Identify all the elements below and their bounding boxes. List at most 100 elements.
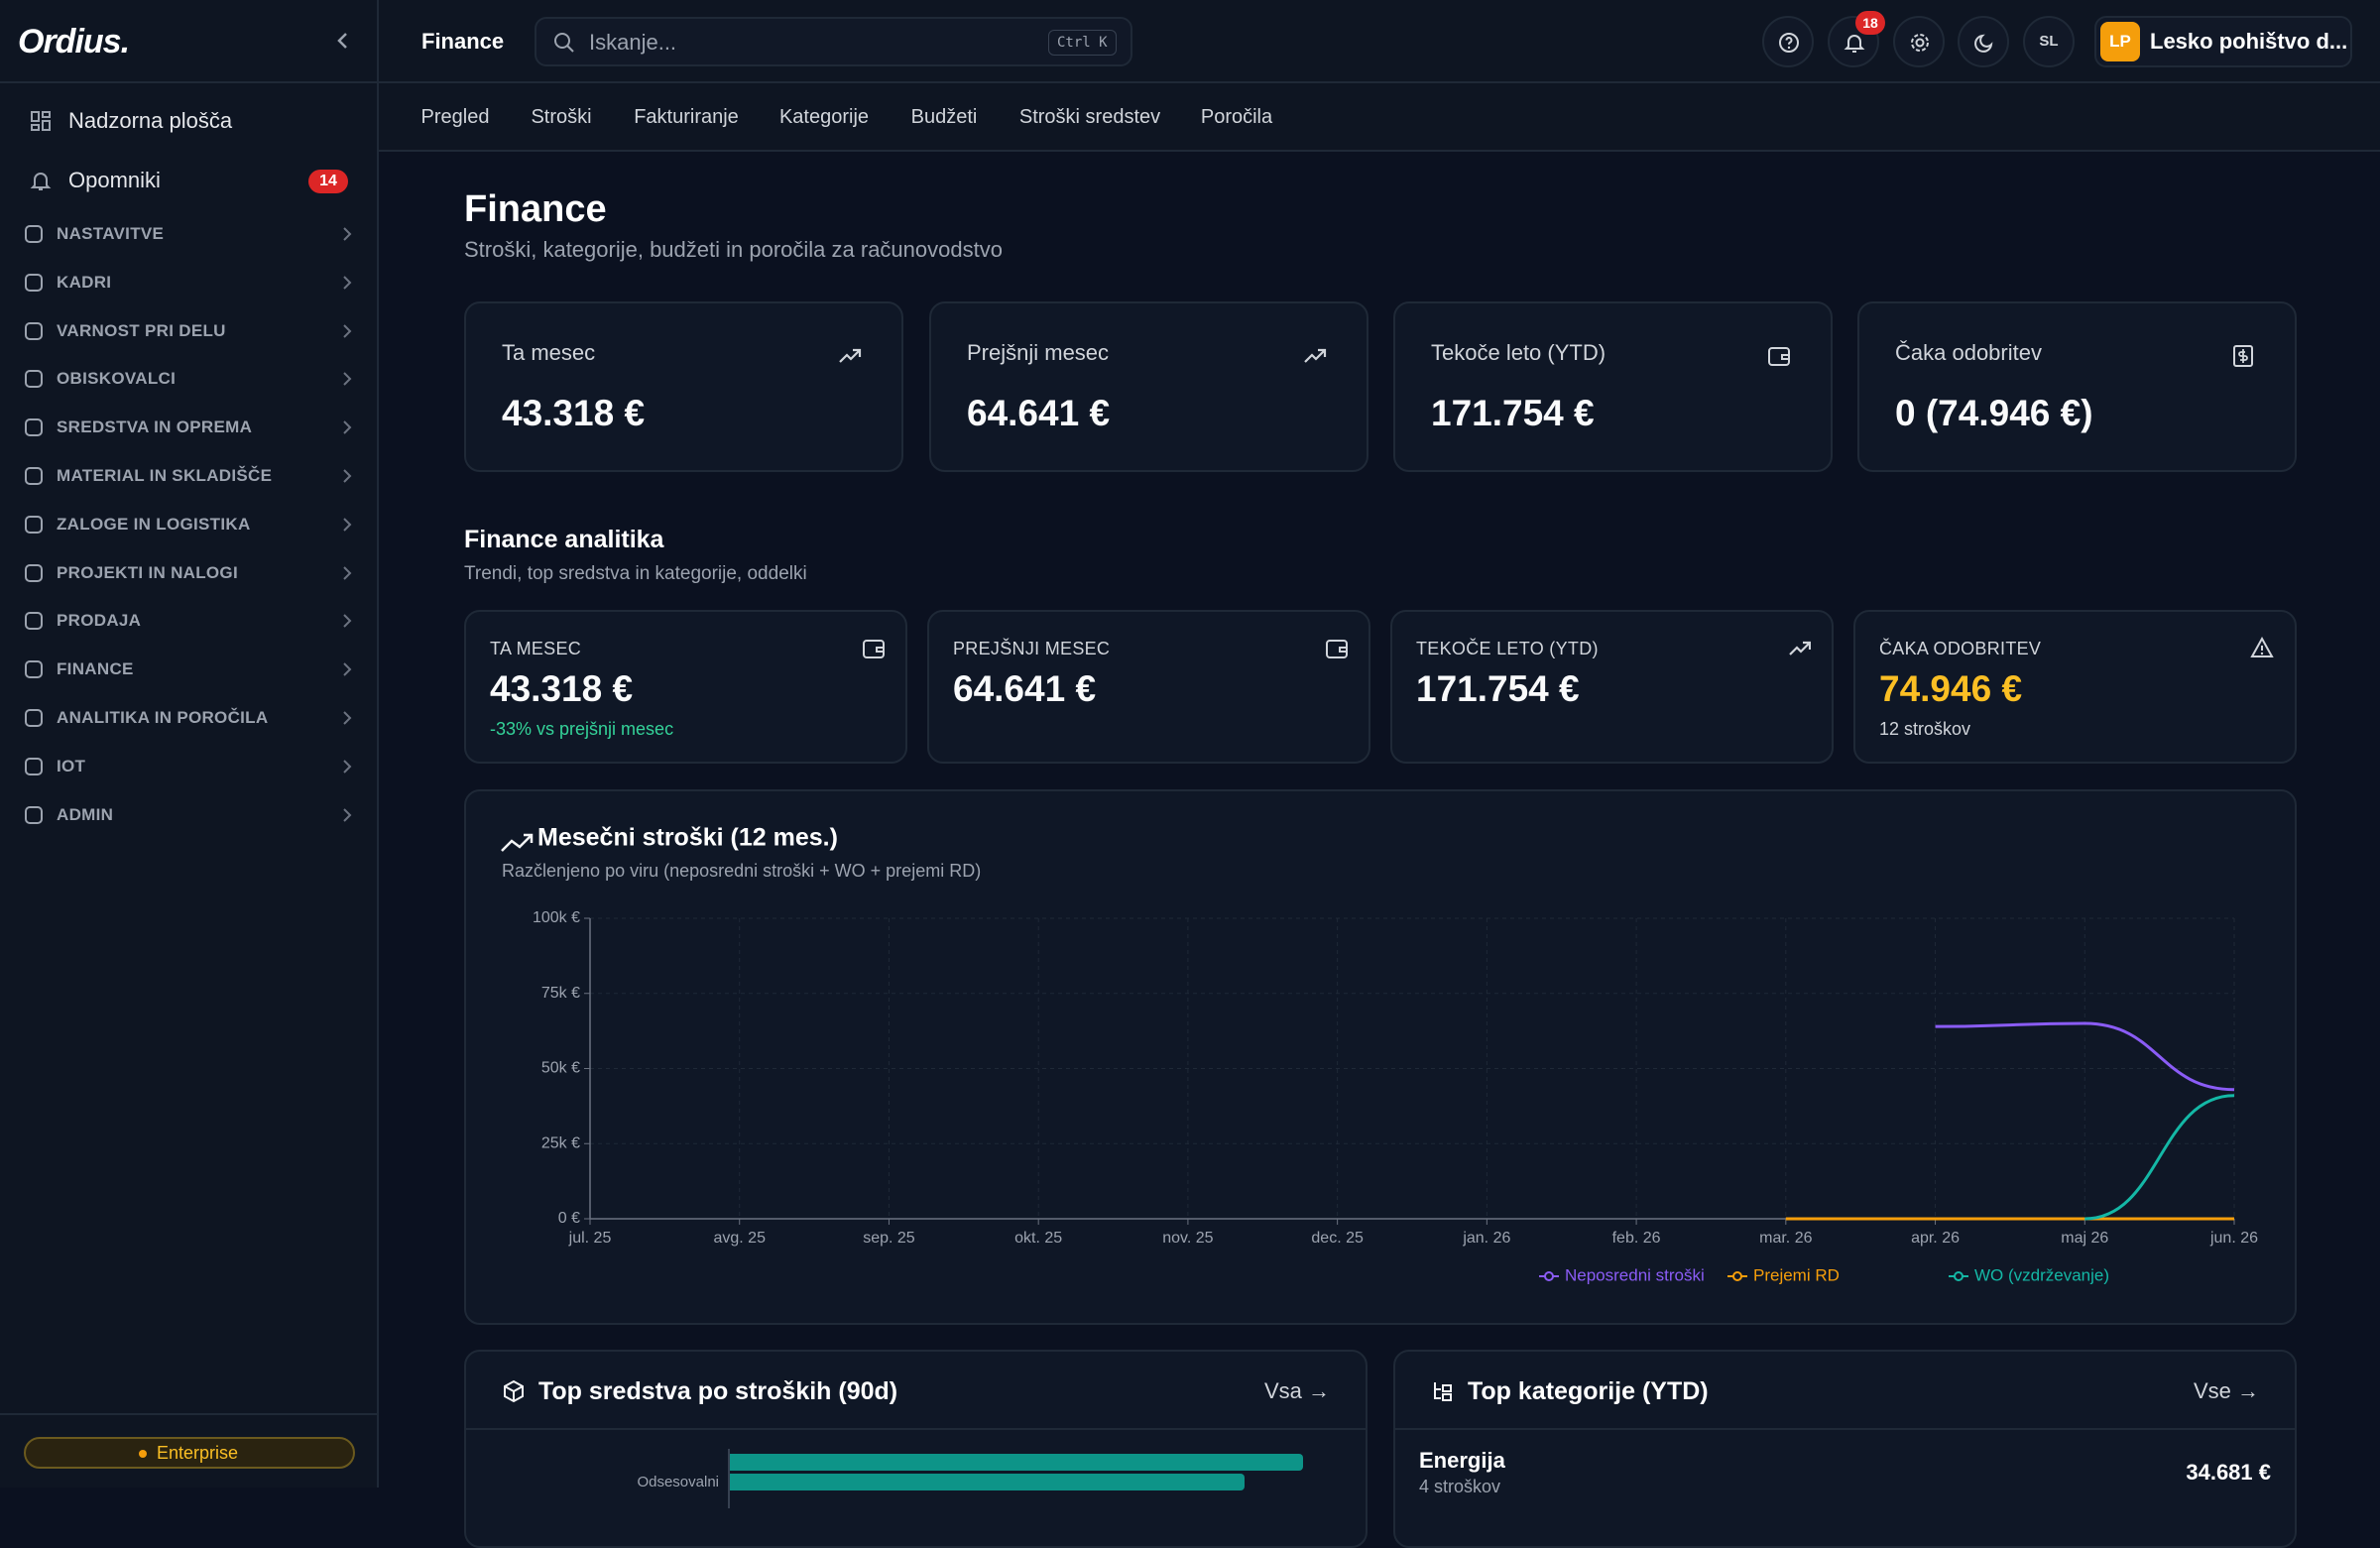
analytics-card: ČAKA ODOBRITEV 74.946 € 12 stroškov [1853,610,2297,764]
search-box[interactable]: Iskanje... Ctrl K [535,17,1132,66]
kpi-label: Tekoče leto (YTD) [1431,340,1606,365]
language-button[interactable]: SL [2023,16,2075,67]
section-icon [25,515,43,534]
kpi-icon [1304,348,1327,363]
kpi-icon [2233,345,2253,367]
page-title: Finance [464,188,607,230]
analytics-card: TA MESEC 43.318 € -33% vs prejšnji mesec [464,610,907,764]
chevron [343,711,352,725]
notifications-button[interactable] [1828,16,1879,67]
divider [0,81,377,83]
section-icon [25,225,43,243]
card-label: ČAKA ODOBRITEV [1879,639,2042,658]
chart-subtitle: Razčlenjeno po viru (neposredni stroški … [502,861,981,881]
sidebar: Ordius. Nadzorna plošča Opomniki 14 Ente… [0,0,379,1488]
kpi-value: 171.754 € [1431,393,1595,433]
chevron [343,565,352,580]
x-tick-label: feb. 26 [1612,1230,1661,1247]
topbar: Finance Iskanje... Ctrl K 18 SL LP Lesko… [379,0,2380,83]
card-value: 171.754 € [1416,668,1580,709]
plan-label: Enterprise [156,1443,239,1463]
theme-button[interactable] [1958,16,2009,67]
section-icon [25,370,43,389]
section-item[interactable]: ANALITIKA IN POROČILA [57,708,269,727]
section-item[interactable]: FINANCE [57,659,134,679]
chevron [343,372,352,387]
x-tick-label: apr. 26 [1911,1230,1960,1247]
nav-item[interactable]: Nadzorna plošča [68,108,233,133]
section-item[interactable]: ADMIN [57,804,114,824]
y-tick-label: 75k € [541,985,580,1002]
settings-button[interactable] [1893,16,1945,67]
section-title: Finance analitika [464,526,664,553]
panel-title: Top sredstva po stroških (90d) [538,1377,898,1405]
x-tick-label: sep. 25 [863,1230,915,1247]
tab[interactable]: Fakturiranje [634,106,739,128]
chevron [343,323,352,338]
card-icon [1326,640,1348,658]
language: SL [2039,33,2059,50]
section-icon [25,273,43,292]
tab[interactable]: Stroški [531,106,592,128]
card-icon [863,640,885,658]
tab[interactable]: Poročila [1200,106,1273,128]
chevron [343,420,352,434]
tab[interactable]: Budžeti [910,106,978,128]
section-item[interactable]: KADRI [57,272,112,292]
x-tick-label: maj 26 [2061,1230,2108,1247]
divider [1395,1428,2295,1430]
category-count: 4 stroškov [1419,1477,1501,1496]
legend-swatch-dot [1732,1271,1742,1281]
chevron [343,227,352,241]
kpi-value: 0 (74.946 €) [1895,393,2093,433]
card-value: 43.318 € [490,668,634,709]
panel-link[interactable]: Vsa → [1263,1378,1330,1403]
box-icon [504,1379,524,1403]
collapse-button[interactable] [335,32,351,50]
card-label: TEKOČE LETO (YTD) [1416,639,1599,658]
tab[interactable]: Stroški sredstev [1018,106,1161,128]
kpi-card: Čaka odobritev 0 (74.946 €) [1857,301,2297,472]
chevron [343,614,352,629]
section-item[interactable]: IOT [57,756,86,775]
section-icon [25,612,43,631]
help-button[interactable] [1762,16,1814,67]
x-tick-label: avg. 25 [713,1230,766,1247]
org-button[interactable]: LP Lesko pohištvo d... [2094,16,2352,67]
category-name: Energija [1419,1448,1505,1473]
section-item[interactable]: SREDSTVA IN OPREMA [57,417,253,437]
kpi-value: 64.641 € [967,393,1111,433]
legend-label: WO (vzdrževanje) [1974,1265,2109,1284]
y-tick-label: 100k € [533,909,580,926]
card-note: 12 stroškov [1879,719,1971,739]
section-subtitle: Trendi, top sredstva in kategorije, odde… [464,563,807,584]
logo[interactable]: Ordius. [18,23,130,60]
card-label: PREJŠNJI MESEC [953,639,1111,658]
card-value: 74.946 € [1879,668,2023,709]
section-item[interactable]: PRODAJA [57,611,142,631]
chevron [343,662,352,676]
panel-link[interactable]: Vse → [2193,1378,2259,1403]
category-amount: 34.681 € [2186,1460,2271,1485]
dashboard-icon [31,111,51,131]
section-item[interactable]: NASTAVITVE [57,224,165,243]
section-item[interactable]: MATERIAL IN SKLADIŠČE [57,466,273,485]
tab[interactable]: Kategorije [778,106,870,128]
axis-line [728,1449,730,1508]
x-tick-label: nov. 25 [1162,1230,1213,1247]
series-line [1935,1021,2235,1092]
section-item[interactable]: ZALOGE IN LOGISTIKA [57,514,251,534]
section-item[interactable]: OBISKOVALCI [57,369,177,389]
kpi-card: Tekoče leto (YTD) 171.754 € [1393,301,1833,472]
tab[interactable]: Pregled [420,106,490,128]
bar-shape [730,1454,1303,1471]
page-crumb: Finance [421,29,505,54]
plan-pill[interactable]: Enterprise [24,1437,355,1469]
section-item[interactable]: PROJEKTI IN NALOGI [57,562,238,582]
nav-item[interactable]: Opomniki [68,168,161,192]
x-tick-label: jul. 25 [568,1230,612,1247]
section-item[interactable]: VARNOST PRI DELU [57,320,226,340]
kpi-icon [1768,347,1790,366]
notification-badge: 18 [1855,11,1885,35]
series-line [2084,1094,2235,1221]
